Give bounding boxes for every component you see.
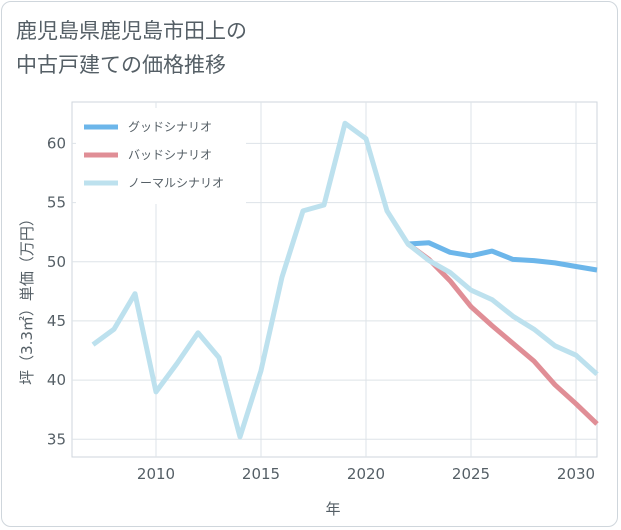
x-tick-label: 2015 xyxy=(242,465,280,483)
legend: グッドシナリオ バッドシナリオ ノーマルシナリオ xyxy=(76,108,246,204)
series-line-good xyxy=(407,240,598,273)
y-tick-label: 40 xyxy=(47,371,66,389)
series-line-bad xyxy=(406,241,599,426)
legend-label-good: グッドシナリオ xyxy=(128,120,212,134)
y-tick-label: 35 xyxy=(47,430,66,448)
series-line-normal xyxy=(91,120,599,440)
x-tick-label: 2020 xyxy=(347,465,385,483)
series-layer xyxy=(91,120,599,440)
x-axis-label: 年 xyxy=(325,500,340,518)
x-tick-label: 2030 xyxy=(557,465,595,483)
y-tick-label: 45 xyxy=(47,312,66,330)
tick-labels: 2010 2015 2020 2025 2030 35 40 45 50 55 60 xyxy=(47,134,595,483)
y-tick-label: 60 xyxy=(47,134,66,152)
x-tick-label: 2025 xyxy=(452,465,490,483)
chart-title: 鹿児島県鹿児島市田上の 中古戸建ての価格推移 xyxy=(16,19,247,77)
legend-label-normal: ノーマルシナリオ xyxy=(128,176,224,190)
x-tick-label: 2010 xyxy=(137,465,175,483)
y-axis-label: 坪（3.3㎡）単価（万円） xyxy=(18,211,36,385)
y-tick-label: 50 xyxy=(47,253,66,271)
grid xyxy=(72,102,597,457)
legend-label-bad: バッドシナリオ xyxy=(128,148,212,162)
y-tick-label: 55 xyxy=(47,194,66,212)
